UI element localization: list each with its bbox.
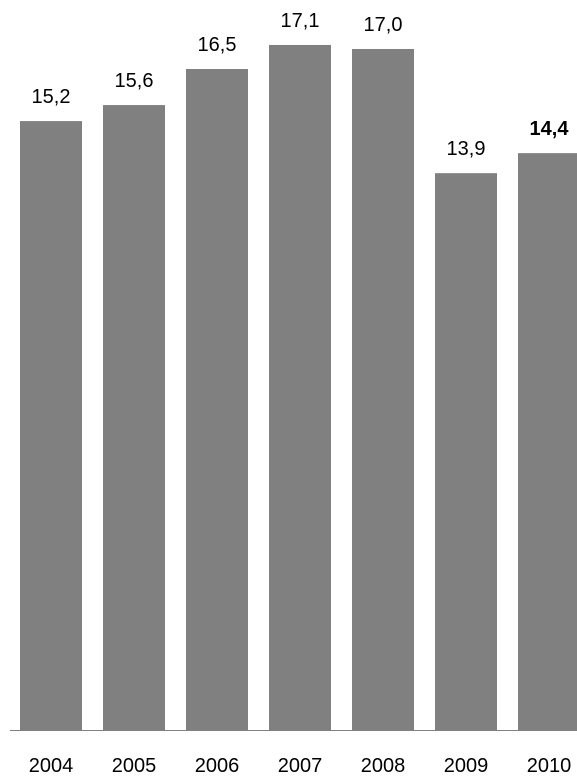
x-tick-label: 2009: [444, 755, 489, 777]
bar: [435, 173, 497, 730]
bar: [103, 105, 165, 730]
bar: [269, 44, 331, 730]
data-label: 15,6: [115, 70, 154, 92]
bar: [186, 69, 248, 730]
x-tick-label: 2005: [112, 755, 157, 777]
x-tick-label: 2007: [278, 755, 323, 777]
data-label: 14,4: [530, 118, 570, 140]
data-label: 15,2: [32, 86, 71, 108]
x-tick-label: 2006: [195, 755, 240, 777]
x-tick-label: 2010: [527, 755, 572, 777]
x-tick-label: 2008: [361, 755, 406, 777]
bar: [20, 121, 82, 730]
data-label: 17,0: [364, 14, 403, 36]
bar: [352, 48, 414, 731]
x-tick-label: 2004: [29, 755, 74, 777]
data-label: 17,1: [281, 10, 320, 32]
data-label: 13,9: [447, 138, 486, 160]
bar: [518, 153, 577, 731]
data-label: 16,5: [198, 34, 237, 56]
